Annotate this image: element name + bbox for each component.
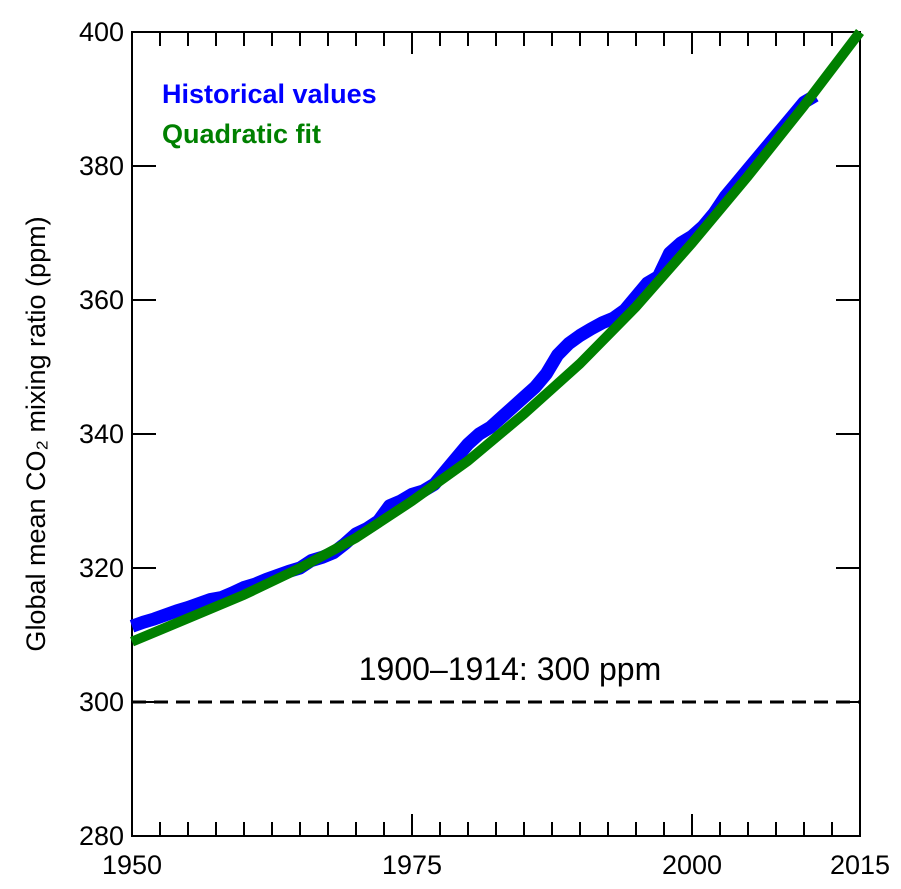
- legend-entry: Historical values: [162, 79, 377, 109]
- reference-label: 1900–1914: 300 ppm: [359, 651, 661, 687]
- series-line: [130, 28, 864, 647]
- x-tick-label: 1950: [102, 850, 162, 880]
- legend-entry: Quadratic fit: [162, 119, 321, 149]
- y-tick-label: 340: [79, 419, 124, 449]
- y-tick-label: 400: [79, 17, 124, 47]
- x-tick-label: 2015: [830, 850, 890, 880]
- y-tick-label: 280: [79, 821, 124, 851]
- y-axis-label: Global mean CO₂ mixing ratio (ppm): [21, 216, 51, 651]
- y-tick-label: 300: [79, 687, 124, 717]
- series-line: [129, 90, 819, 633]
- y-tick-label: 360: [79, 285, 124, 315]
- y-tick-label: 380: [79, 151, 124, 181]
- y-tick-label: 320: [79, 553, 124, 583]
- x-tick-label: 2000: [662, 850, 722, 880]
- x-tick-label: 1975: [382, 850, 442, 880]
